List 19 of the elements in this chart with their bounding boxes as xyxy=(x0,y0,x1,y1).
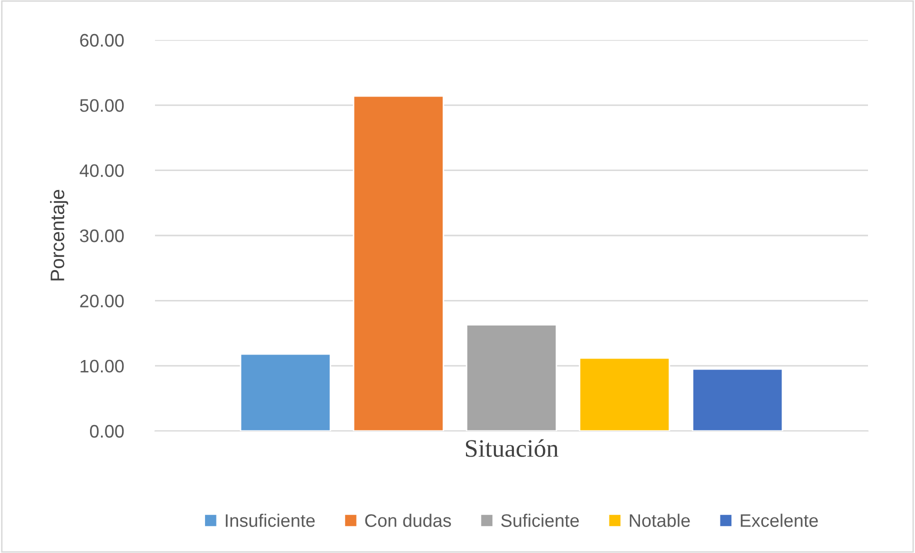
y-tick-label: 0.00 xyxy=(90,424,124,438)
bar xyxy=(692,368,784,431)
legend-label: Insuficiente xyxy=(226,514,315,527)
legend-label: Excelente xyxy=(740,514,818,527)
y-axis-title: Porcentaje xyxy=(50,190,68,280)
bar xyxy=(240,353,332,431)
legend-label: Suficiente xyxy=(501,514,579,527)
legend-label: Notable xyxy=(630,514,690,527)
bar xyxy=(352,95,444,431)
y-tick-label: 60.00 xyxy=(80,34,124,47)
y-tick-label: 50.00 xyxy=(80,99,124,112)
y-tick-label: 40.00 xyxy=(80,164,124,178)
bar xyxy=(578,357,670,431)
y-tick-label: 10.00 xyxy=(80,360,124,373)
x-tick-label: Situación xyxy=(466,439,558,457)
y-tick-label: 20.00 xyxy=(80,294,124,308)
legend-label: Con dudas xyxy=(365,514,451,527)
bar xyxy=(466,324,558,431)
y-tick-label: 30.00 xyxy=(80,229,124,242)
